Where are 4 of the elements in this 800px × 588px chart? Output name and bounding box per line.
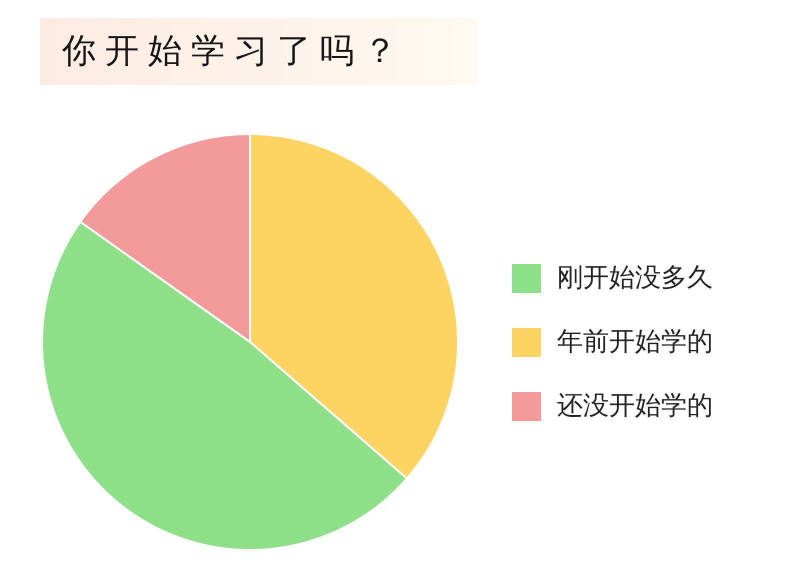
legend-label: 年前开始学的 <box>557 326 713 356</box>
legend-label: 刚开始没多久 <box>557 262 713 292</box>
chart-title: 你开始学习了吗？ <box>40 18 477 85</box>
legend-label: 还没开始学的 <box>557 390 713 420</box>
